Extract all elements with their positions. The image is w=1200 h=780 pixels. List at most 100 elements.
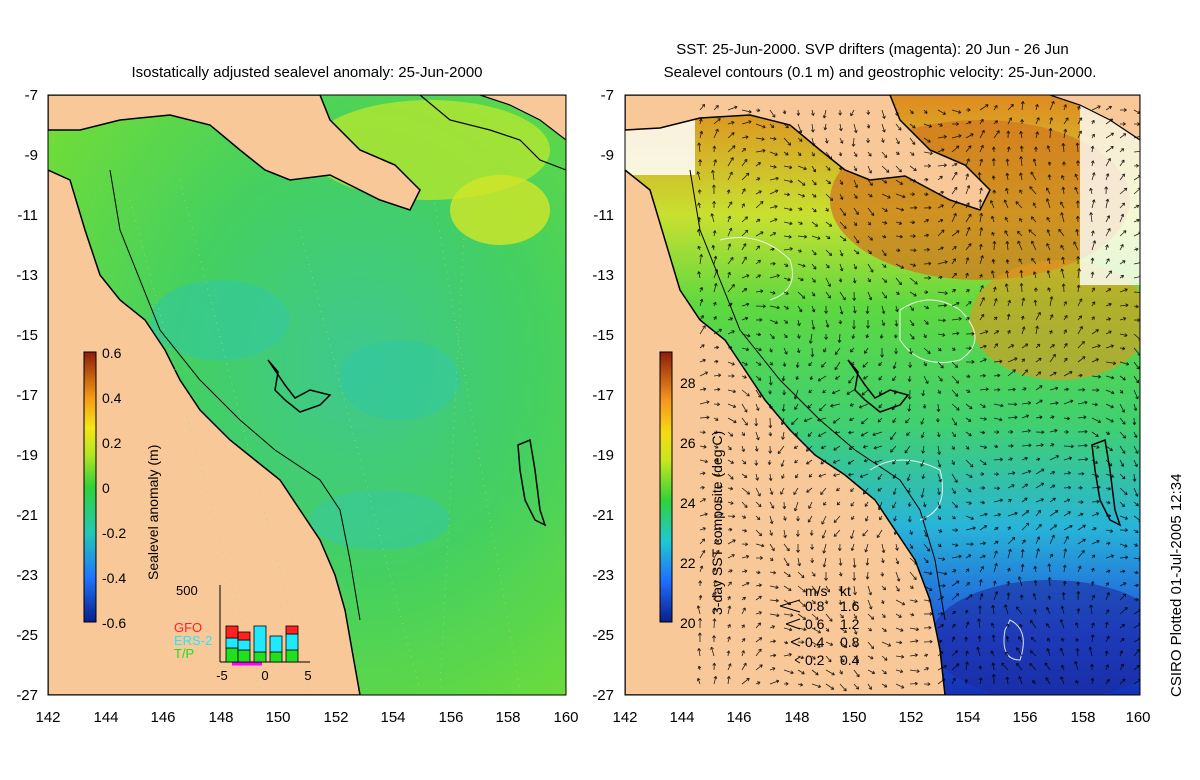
velocity-arrow bbox=[937, 318, 946, 323]
velocity-arrow bbox=[1007, 299, 1011, 307]
velocity-arrow bbox=[741, 135, 749, 139]
velocity-arrow bbox=[993, 486, 1001, 491]
velocity-arrow bbox=[892, 361, 897, 370]
velocity-arrow bbox=[1049, 371, 1057, 377]
velocity-arrow bbox=[965, 360, 975, 364]
velocity-arrow bbox=[1005, 676, 1010, 685]
velocity-arrow bbox=[808, 473, 813, 478]
velocity-arrow bbox=[1007, 103, 1014, 111]
velocity-arrow bbox=[741, 638, 746, 643]
velocity-arrow bbox=[865, 515, 869, 522]
velocity-arrow bbox=[979, 212, 984, 223]
lon-tick-left-4: 150 bbox=[265, 709, 290, 726]
velocity-arrow bbox=[922, 403, 927, 409]
velocity-arrow bbox=[1077, 485, 1083, 490]
velocity-arrow bbox=[741, 256, 747, 265]
velocity-arrow bbox=[909, 137, 916, 145]
velocity-arrow bbox=[797, 221, 803, 225]
velocity-arrow bbox=[825, 291, 831, 299]
velocity-arrow bbox=[1035, 371, 1042, 377]
velocity-arrow bbox=[727, 596, 731, 601]
velocity-arrow bbox=[838, 585, 843, 592]
velocity-arrow bbox=[923, 543, 931, 552]
velocity-arrow bbox=[951, 246, 957, 251]
velocity-arrow bbox=[1035, 399, 1043, 405]
velocity-arrow bbox=[866, 123, 871, 129]
velocity-arrow bbox=[833, 445, 841, 451]
velocity-arrow bbox=[797, 640, 805, 645]
velocity-arrow bbox=[769, 598, 779, 603]
velocity-arrow bbox=[991, 146, 996, 153]
velocity-arrow bbox=[853, 123, 858, 134]
velocity-arrow bbox=[1133, 262, 1140, 265]
velocity-arrow bbox=[1063, 357, 1068, 363]
velocity-arrow bbox=[909, 612, 915, 617]
velocity-arrow bbox=[1063, 343, 1068, 349]
velocity-arrow bbox=[867, 277, 871, 283]
velocity-arrow bbox=[867, 585, 872, 596]
velocity-arrow bbox=[881, 655, 888, 661]
velocity-arrow bbox=[699, 287, 703, 293]
velocity-arrow bbox=[821, 515, 827, 525]
velocity-arrow bbox=[923, 625, 932, 630]
velocity-arrow bbox=[755, 389, 762, 398]
lon-tick-right-0: 142 bbox=[612, 709, 637, 726]
velocity-arrow bbox=[794, 459, 799, 464]
velocity-arrow bbox=[1049, 401, 1059, 406]
velocity-arrow bbox=[1091, 431, 1099, 437]
velocity-arrow bbox=[755, 274, 761, 279]
velocity-arrow bbox=[727, 105, 738, 111]
velocity-arrow bbox=[951, 677, 956, 685]
velocity-arrow bbox=[909, 220, 916, 225]
velocity-arrow bbox=[1133, 375, 1139, 384]
velocity-arrow bbox=[1119, 288, 1128, 293]
velocity-arrow bbox=[965, 487, 972, 493]
velocity-arrow bbox=[1119, 159, 1125, 167]
right-title-line1: SST: 25-Jun-2000. SVP drifters (magenta)… bbox=[676, 41, 1069, 58]
velocity-arrow bbox=[1076, 581, 1080, 587]
velocity-arrow bbox=[1105, 105, 1112, 111]
velocity-arrow bbox=[1021, 414, 1030, 419]
velocity-arrow bbox=[1007, 444, 1014, 448]
velocity-arrow bbox=[993, 540, 999, 545]
velocity-arrow bbox=[890, 431, 897, 440]
velocity-arrow bbox=[1047, 161, 1052, 167]
velocity-arrow bbox=[838, 109, 843, 116]
velocity-arrow bbox=[839, 263, 844, 272]
velocity-arrow bbox=[965, 185, 971, 195]
velocity-arrow bbox=[824, 333, 828, 340]
velocity-arrow bbox=[783, 179, 793, 184]
velocity-arrow bbox=[1047, 287, 1051, 293]
lat-tick-right-10: -27 bbox=[592, 687, 614, 704]
velocity-arrow bbox=[797, 557, 802, 567]
velocity-arrow bbox=[977, 618, 981, 629]
velocity-arrow bbox=[727, 636, 731, 643]
velocity-arrow bbox=[937, 347, 942, 352]
velocity-arrow bbox=[839, 641, 848, 648]
velocity-arrow bbox=[1063, 471, 1071, 475]
velocity-arrow bbox=[992, 189, 997, 195]
velocity-arrow bbox=[895, 137, 900, 145]
velocity-arrow bbox=[713, 549, 720, 559]
velocity-arrow bbox=[937, 163, 947, 168]
velocity-arrow bbox=[1077, 387, 1086, 392]
velocity-arrow bbox=[769, 274, 780, 279]
velocity-arrow bbox=[755, 543, 765, 548]
velocity-arrow bbox=[1005, 635, 1010, 643]
velocity-arrow bbox=[836, 487, 841, 492]
velocity-arrow bbox=[1046, 606, 1051, 615]
velocity-arrow bbox=[923, 653, 929, 658]
velocity-arrow bbox=[964, 609, 969, 615]
velocity-arrow bbox=[979, 525, 988, 531]
velocity-arrow bbox=[951, 347, 956, 351]
velocity-row-3-ms: 0.2 bbox=[805, 652, 825, 668]
velocity-arrow bbox=[1119, 473, 1126, 480]
velocity-arrow bbox=[811, 305, 816, 313]
velocity-arrow bbox=[853, 221, 858, 227]
velocity-arrow bbox=[979, 297, 985, 307]
velocity-arrow bbox=[1077, 512, 1084, 517]
velocity-arrow bbox=[1007, 357, 1018, 363]
velocity-arrow bbox=[783, 347, 788, 355]
velocity-arrow bbox=[1088, 646, 1093, 657]
